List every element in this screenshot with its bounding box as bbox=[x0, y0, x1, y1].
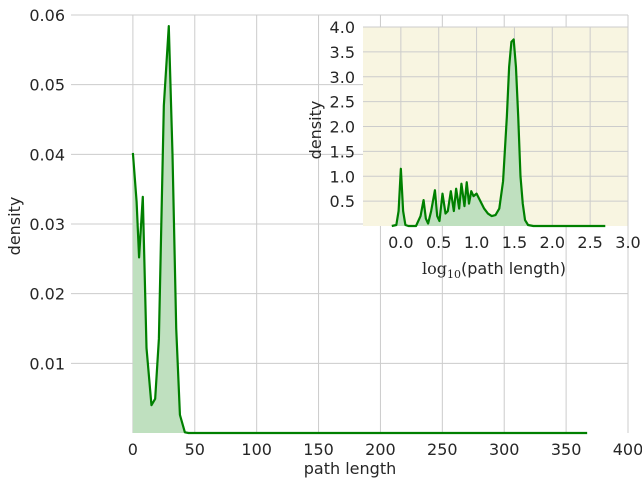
inset-x-axis-label-prefix: log bbox=[422, 259, 447, 278]
x-tick-label: 2.0 bbox=[540, 233, 565, 252]
x-tick-label: 300 bbox=[489, 440, 520, 459]
y-tick-label: 3.0 bbox=[330, 68, 355, 87]
x-tick-label: 400 bbox=[613, 440, 642, 459]
y-tick-label: 0.04 bbox=[29, 145, 65, 164]
y-tick-label: 1.5 bbox=[330, 142, 355, 161]
y-tick-label: 0.03 bbox=[29, 215, 65, 234]
y-tick-label: 0.5 bbox=[330, 192, 355, 211]
density-line bbox=[391, 38, 606, 228]
inset-x-axis-label-suffix: (path length) bbox=[461, 259, 566, 278]
inset-x-axis-label: log10(path length) bbox=[422, 259, 566, 281]
x-tick-label: 1.0 bbox=[464, 233, 489, 252]
inset-y-axis-label: density bbox=[306, 101, 325, 160]
x-tick-label: 200 bbox=[365, 440, 396, 459]
x-tick-label: 150 bbox=[303, 440, 334, 459]
inset-density-area bbox=[391, 38, 606, 228]
inset-x-axis-label-subscript: 10 bbox=[447, 268, 461, 281]
x-tick-label: 100 bbox=[241, 440, 272, 459]
y-tick-label: 0.01 bbox=[29, 354, 65, 373]
x-tick-label: 50 bbox=[185, 440, 205, 459]
density-line bbox=[131, 25, 588, 435]
x-tick-label: 2.5 bbox=[577, 233, 602, 252]
main-density-area bbox=[131, 25, 588, 435]
main-x-axis-label: path length bbox=[304, 459, 396, 478]
x-tick-label: 1.5 bbox=[502, 233, 527, 252]
x-tick-label: 0 bbox=[128, 440, 138, 459]
y-tick-label: 0.02 bbox=[29, 285, 65, 304]
main-y-axis-label: density bbox=[5, 197, 24, 256]
x-tick-label: 3.0 bbox=[615, 233, 640, 252]
x-tick-label: 0.5 bbox=[426, 233, 451, 252]
y-tick-label: 2.0 bbox=[330, 118, 355, 137]
y-tick-label: 4.0 bbox=[330, 18, 355, 37]
x-tick-label: 250 bbox=[427, 440, 458, 459]
main-tick-labels: 0 50 100 150 200 250 300 350 4000.010.020.030.04… bbox=[29, 6, 642, 459]
y-tick-label: 2.5 bbox=[330, 93, 355, 112]
x-tick-label: 0.0 bbox=[388, 233, 413, 252]
y-tick-label: 3.5 bbox=[330, 43, 355, 62]
y-tick-label: 0.06 bbox=[29, 6, 65, 25]
x-tick-label: 350 bbox=[551, 440, 582, 459]
y-tick-label: 0.05 bbox=[29, 76, 65, 95]
inset-tick-labels: 0.0 0.5 1.0 1.5 2.0 2.5 3.0 0.5 1.0 1.5 2.0 2.5 3.0 3… bbox=[330, 18, 641, 252]
y-tick-label: 1.0 bbox=[330, 167, 355, 186]
